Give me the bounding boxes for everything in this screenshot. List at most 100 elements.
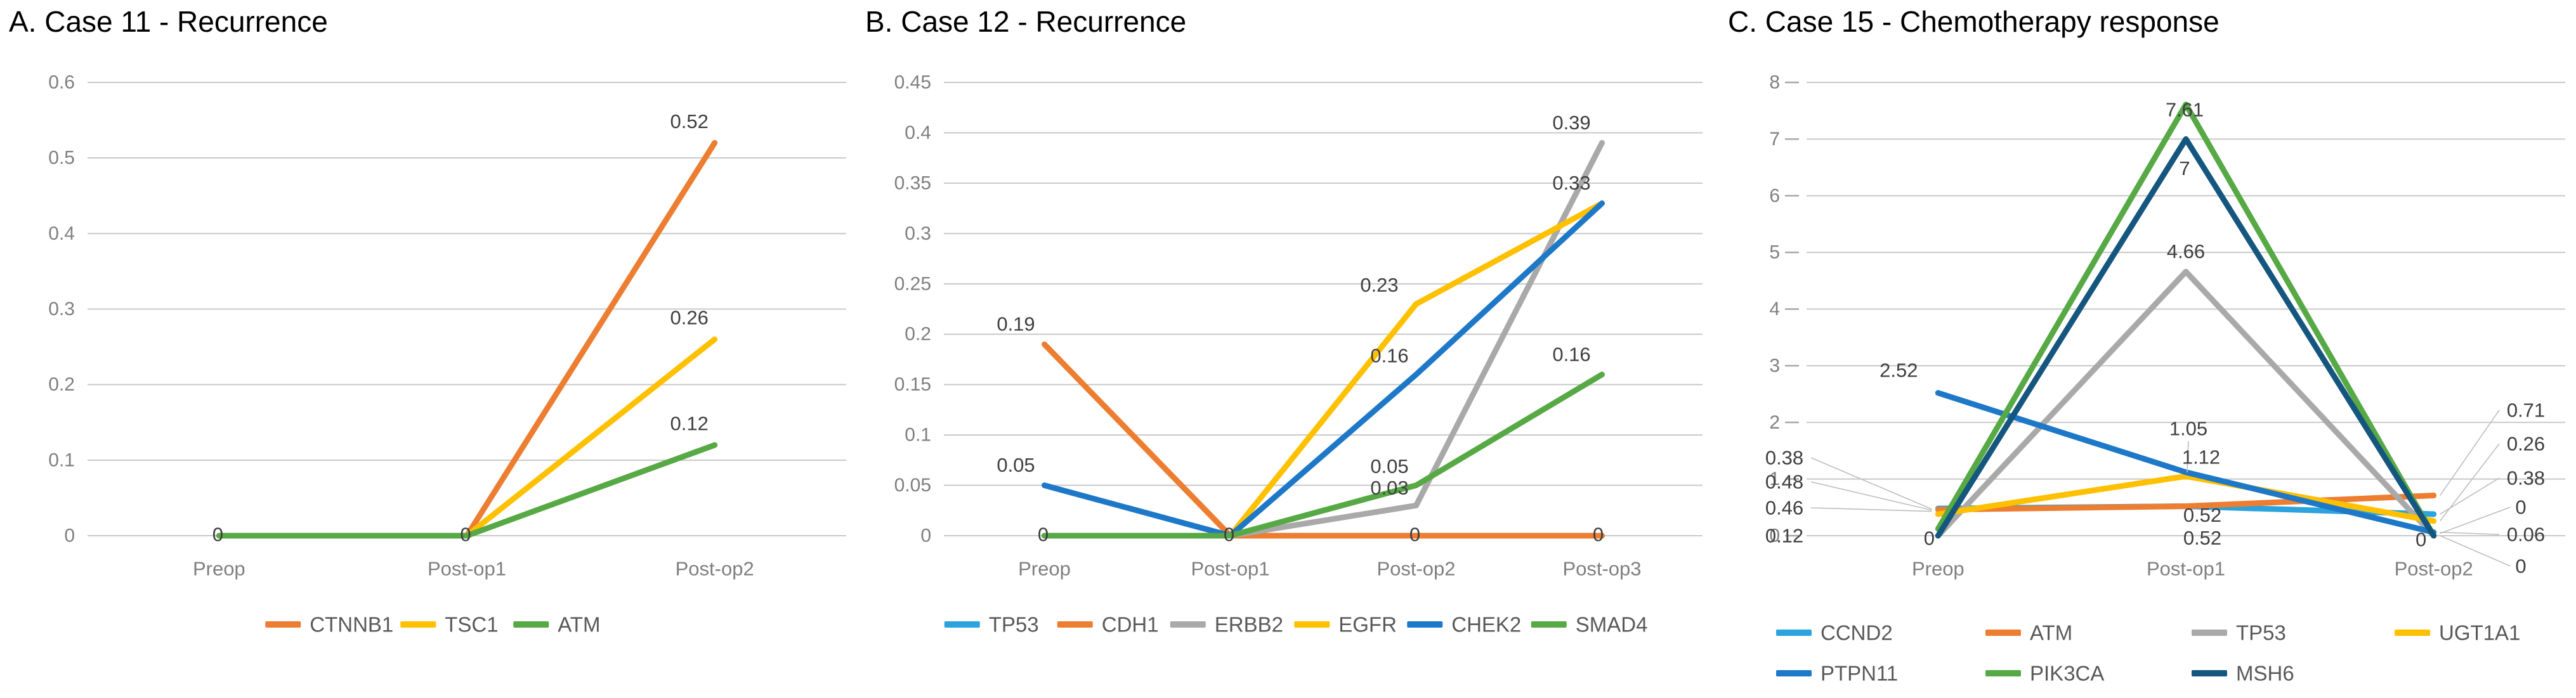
legend-swatch-SMAD4	[1531, 621, 1567, 628]
y-axis-tick-labels: 0 0.1 0.2 0.3 0.4 0.5 0.6	[48, 72, 75, 546]
y-tick-label: 0.3	[48, 299, 75, 320]
legend-swatch-MSH6	[2192, 670, 2227, 676]
data-label: 4.66	[2167, 240, 2205, 262]
y-tick-label: 2	[1769, 412, 1780, 433]
data-label: 0	[2416, 529, 2426, 551]
series-line-SMAD4	[1042, 372, 1605, 539]
legend-swatch-ATM	[513, 621, 549, 628]
legend-label: CDH1	[1102, 613, 1159, 637]
data-label: 0.26	[2507, 433, 2545, 455]
y-tick-label: 0	[920, 526, 931, 546]
y-tick-label: 7	[1769, 129, 1780, 150]
data-label: 0.06	[2507, 524, 2545, 546]
data-label: 0.16	[1552, 343, 1590, 365]
label-leader-line	[1810, 457, 1932, 510]
series-lines	[1042, 139, 1605, 539]
y-tick-label: 5	[1769, 242, 1780, 263]
legend-item-TP53: TP53	[2192, 621, 2286, 645]
x-axis-labels: Preop Post-op1 Post-op2	[193, 558, 754, 580]
legend-label: SMAD4	[1576, 613, 1648, 637]
x-category-label: Preop	[1912, 558, 1965, 580]
data-label: 0.03	[1370, 477, 1408, 499]
data-label: 7	[2179, 157, 2190, 179]
chart-panel-c: C. Case 15 - Chemotherapy response 0 1 2 3 4…	[1719, 0, 2576, 698]
data-label: 0.19	[997, 313, 1035, 335]
data-label: 1.05	[2169, 418, 2207, 440]
data-label: 0	[460, 524, 471, 546]
legend-swatch-CTNNB1	[265, 621, 301, 628]
y-tick-label: 0.4	[905, 122, 931, 143]
legend: CTNNB1 TSC1 ATM	[265, 613, 600, 637]
label-leader-line	[2187, 441, 2189, 473]
x-category-label: Post-op2	[676, 558, 754, 580]
legend-item-CTNNB1: CTNNB1	[265, 613, 393, 637]
series-lines	[1935, 101, 2437, 539]
data-label: 0	[1593, 524, 1604, 546]
y-tick-label: 6	[1769, 185, 1780, 206]
label-leader-line	[1810, 481, 1932, 511]
y-tick-label: 1	[1769, 469, 1780, 489]
legend-label: ATM	[2030, 621, 2072, 645]
series-line-ATM	[216, 442, 718, 539]
data-label: 0.71	[2507, 399, 2545, 422]
y-tick-label: 0.1	[905, 425, 931, 446]
y-tick-label: 0.2	[905, 324, 931, 345]
legend-label: TP53	[989, 613, 1039, 637]
data-label: 0.05	[997, 454, 1035, 476]
legend-swatch-CHEK2	[1407, 621, 1443, 628]
y-tick-label: 0.3	[905, 223, 931, 244]
legend: TP53 CDH1 ERBB2 EGFR CHEK2 SMAD4	[944, 613, 1648, 637]
data-label: 0.48	[1765, 471, 1803, 493]
leader-lines	[1810, 410, 2511, 567]
data-label: 0.16	[1370, 344, 1408, 366]
legend-label: ATM	[558, 613, 600, 637]
chart-title-c: C. Case 15 - Chemotherapy response	[1728, 5, 2220, 38]
legend-item-SMAD4: SMAD4	[1531, 613, 1648, 637]
legend-item-PIK3CA: PIK3CA	[1985, 662, 2104, 685]
label-leader-line	[1810, 507, 1932, 512]
x-axis-labels: Preop Post-op1 Post-op2 Post-op3	[1018, 558, 1641, 580]
chart-canvas-b: 0 0.05 0.1 0.15 0.2 0.25 0.3 0.35 0.4 0.45 Preop Po…	[894, 72, 1703, 637]
y-tick-label: 8	[1769, 72, 1780, 93]
legend-label: TSC1	[445, 613, 498, 637]
legend: CCND2 ATM TP53 UGT1A1 PTPN11 PIK3CA MSH6	[1776, 621, 2520, 685]
data-label: 0.05	[1370, 455, 1408, 477]
label-leader-line	[2440, 535, 2511, 567]
series-line-CHEK2	[1042, 200, 1605, 539]
data-label: 0.12	[1765, 525, 1803, 547]
legend-item-CHEK2: CHEK2	[1407, 613, 1521, 637]
label-leader-line	[2440, 410, 2500, 496]
series-line-CTNNB1	[216, 139, 718, 539]
legend-label: ERBB2	[1215, 613, 1283, 637]
data-label: 0.52	[2183, 527, 2221, 549]
legend-item-ATM: ATM	[513, 613, 600, 637]
label-leader-line	[2440, 507, 2511, 534]
legend-item-CDH1: CDH1	[1057, 613, 1159, 637]
legend-label: PIK3CA	[2030, 662, 2104, 685]
y-tick-label: 0.45	[894, 72, 931, 93]
label-leader-line	[2440, 477, 2500, 515]
data-label: 0	[2515, 496, 2526, 519]
y-tick-label: 0.35	[894, 172, 931, 193]
legend-item-TSC1: TSC1	[400, 613, 499, 637]
data-label: 2.52	[1880, 359, 1918, 381]
data-label: 0	[1038, 524, 1049, 546]
legend-label: MSH6	[2236, 662, 2294, 685]
series-lines	[216, 139, 718, 539]
x-category-label: Post-op2	[2395, 558, 2473, 580]
data-label: 0.52	[2183, 504, 2221, 526]
legend-label: TP53	[2236, 621, 2286, 645]
y-axis-tick-labels: 0 1 2 3 4 5 6 7 8	[1769, 72, 1799, 546]
chart-title-a: A. Case 11 - Recurrence	[9, 5, 328, 38]
legend-label: UGT1A1	[2439, 621, 2520, 645]
legend-item-EGFR: EGFR	[1294, 613, 1397, 637]
data-label: 0	[1224, 524, 1234, 546]
series-line-TP53	[1935, 269, 2437, 539]
data-label: 0.39	[1552, 112, 1590, 134]
legend-item-ATM: ATM	[1985, 621, 2072, 645]
x-axis-labels: Preop Post-op1 Post-op2	[1912, 558, 2473, 580]
data-labels: 2.520.380.480.460.12 07.6174.661.051.120.…	[1765, 98, 2545, 577]
y-tick-label: 4	[1769, 299, 1780, 320]
data-label: 0.38	[1765, 447, 1803, 469]
